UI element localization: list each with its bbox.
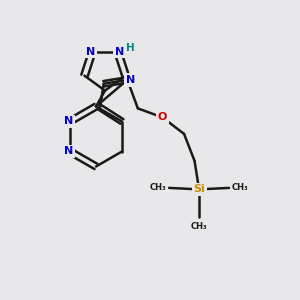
Text: H: H — [126, 43, 135, 53]
Text: CH₃: CH₃ — [232, 183, 248, 192]
Text: CH₃: CH₃ — [191, 222, 207, 231]
Text: O: O — [158, 112, 167, 122]
Text: N: N — [64, 116, 73, 127]
Text: N: N — [115, 46, 124, 56]
Text: N: N — [126, 75, 135, 85]
Text: N: N — [86, 46, 95, 56]
Text: N: N — [64, 146, 73, 157]
Text: Si: Si — [193, 184, 205, 194]
Text: CH₃: CH₃ — [150, 183, 167, 192]
